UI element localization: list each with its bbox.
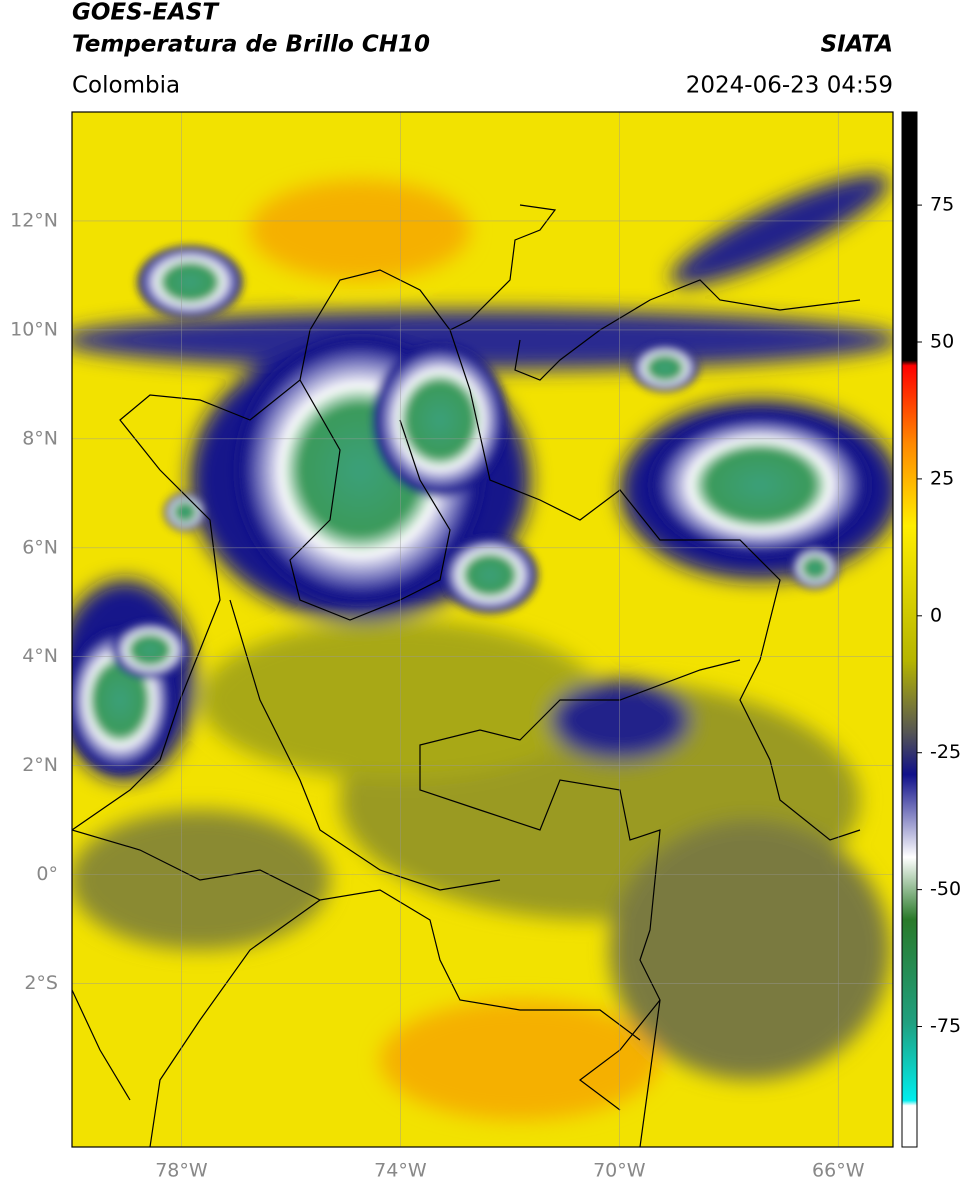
colorbar-tick-label: 50 [930, 331, 954, 353]
colorbar-tick-label: -75 [930, 1015, 961, 1037]
colorbar-tick-label: 75 [930, 194, 954, 216]
lat-tick-label: 4°N [22, 645, 58, 667]
map-frame [71, 111, 894, 1148]
colorbar-tick-label: 0 [930, 604, 942, 626]
lon-tick-label: 66°W [812, 1160, 865, 1182]
lat-tick-label: 0° [36, 863, 58, 885]
lat-tick-label: 6°N [22, 536, 58, 558]
source: SIATA [821, 32, 893, 58]
lat-tick-label: 12°N [10, 209, 58, 231]
satellite-image [72, 112, 893, 1147]
borders [72, 204, 861, 1147]
title: GOES-EAST [72, 0, 220, 26]
lon-tick-label: 74°W [374, 1160, 427, 1182]
lat-tick-label: 2°S [24, 972, 58, 994]
region: Colombia [72, 73, 180, 99]
lon-tick-label: 70°W [593, 1160, 646, 1182]
colorbar-tick-label: 25 [930, 467, 954, 489]
colorbar [901, 111, 918, 1148]
subtitle: Temperatura de Brillo CH10 [72, 32, 430, 58]
lat-tick-label: 10°N [10, 318, 58, 340]
lat-tick-label: 8°N [22, 427, 58, 449]
timestamp: 2024-06-23 04:59 [686, 73, 893, 99]
colorbar-tick-label: -50 [930, 878, 961, 900]
lon-tick-label: 78°W [155, 1160, 208, 1182]
colorbar-tick-label: -25 [930, 741, 961, 763]
lat-tick-label: 2°N [22, 754, 58, 776]
